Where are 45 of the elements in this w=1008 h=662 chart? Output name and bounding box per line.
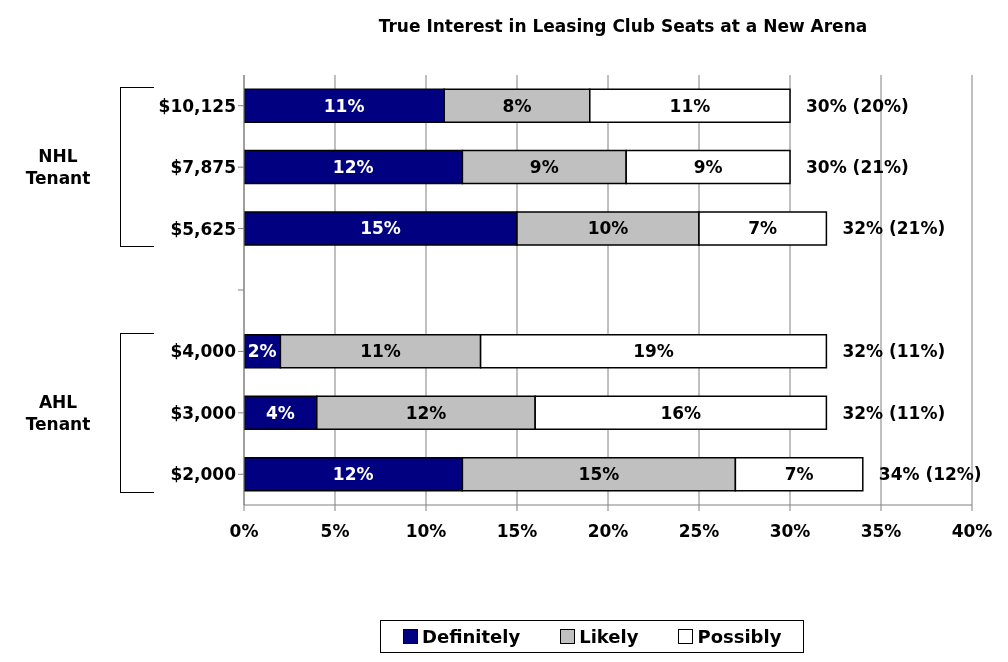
data-label: 12% [332,464,374,485]
data-label: 7% [784,464,814,485]
data-label: 12% [405,402,447,423]
total-label: 30% (20%) [806,95,909,116]
x-tick-label: 40% [951,521,993,542]
text: NHL Tenant [24,145,92,190]
legend-label: Definitely [421,626,521,647]
data-label: 4% [265,402,295,423]
data-label: 12% [332,157,374,178]
x-tick-label: 5% [320,521,350,542]
data-label: 11% [323,95,365,116]
y-tick-label: $7,875 [170,157,236,178]
data-label: 10% [587,218,629,239]
x-tick-label: 15% [496,521,538,542]
x-tick-label: 25% [678,521,720,542]
data-label: 15% [578,464,620,485]
legend-label: Likely [578,626,639,647]
total-label: 32% (11%) [842,402,946,423]
y-tick-label: $4,000 [170,341,237,362]
x-tick-label: 10% [405,521,447,542]
data-label: 9% [529,157,559,178]
x-tick-label: 20% [587,521,629,542]
data-label: 7% [748,218,778,239]
y-tick-label: $2,000 [170,464,237,485]
data-label: 8% [502,95,532,116]
text: AHL Tenant [24,390,92,435]
y-tick-label: $5,625 [170,218,236,239]
data-label: 2% [247,341,277,362]
data-label: 11% [360,341,401,362]
data-label: 15% [360,218,401,239]
x-tick-label: 0% [229,521,259,542]
y-tick-label: $10,125 [158,95,236,116]
total-label: 32% (11%) [842,341,946,362]
chart-title: True Interest in Leasing Club Seats at a New Arena [377,16,869,36]
data-label: 16% [660,402,702,423]
data-label: 9% [693,157,723,178]
x-tick-label: 30% [769,521,811,542]
legend-label: Possibly [696,626,782,647]
x-tick-label: 35% [860,521,902,542]
total-label: 34% (12%) [878,464,982,485]
data-label: 11% [669,95,711,116]
data-label: 19% [633,341,674,362]
y-tick-label: $3,000 [170,402,237,423]
total-label: 30% (21%) [806,157,909,178]
total-label: 32% (21%) [842,218,946,239]
